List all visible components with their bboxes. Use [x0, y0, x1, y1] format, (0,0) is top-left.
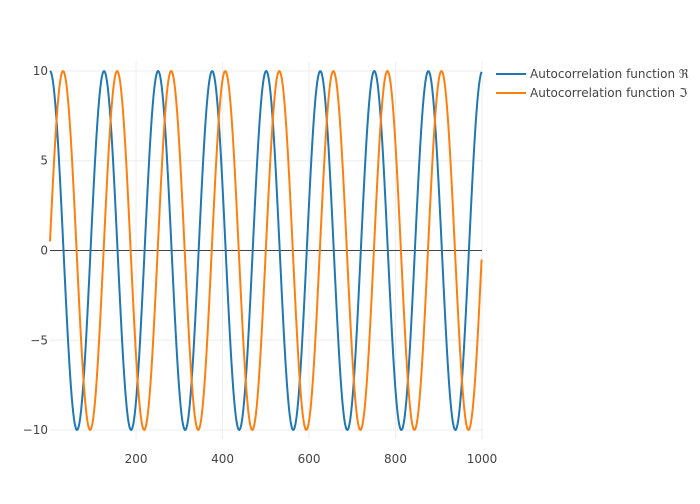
x-tick-label: 1000	[467, 452, 498, 466]
x-tick-label: 600	[298, 452, 321, 466]
legend[interactable]: Autocorrelation function ℜ Autocorrelatio…	[496, 67, 689, 100]
legend-item-2[interactable]: Autocorrelation function ℑ	[496, 86, 687, 100]
series-line-2[interactable]	[49, 69, 483, 432]
x-tick-label: 800	[384, 452, 407, 466]
legend-item-1[interactable]: Autocorrelation function ℜ	[496, 67, 689, 81]
x-axis-ticks: 200 400 600 800 1000	[125, 452, 498, 466]
series-line-1[interactable]	[49, 69, 483, 431]
legend-label: Autocorrelation function ℑ	[530, 86, 687, 100]
legend-label: Autocorrelation function ℜ	[530, 67, 689, 81]
y-tick-label: 10	[33, 64, 48, 78]
y-tick-label: 0	[40, 244, 48, 258]
x-tick-label: 400	[211, 452, 234, 466]
series-lines	[49, 69, 483, 432]
y-tick-label: −10	[23, 423, 48, 437]
y-axis-ticks: −10 −5 0 5 10	[23, 64, 48, 437]
x-tick-label: 200	[125, 452, 148, 466]
y-tick-label: −5	[30, 333, 48, 347]
y-tick-label: 5	[40, 154, 48, 168]
